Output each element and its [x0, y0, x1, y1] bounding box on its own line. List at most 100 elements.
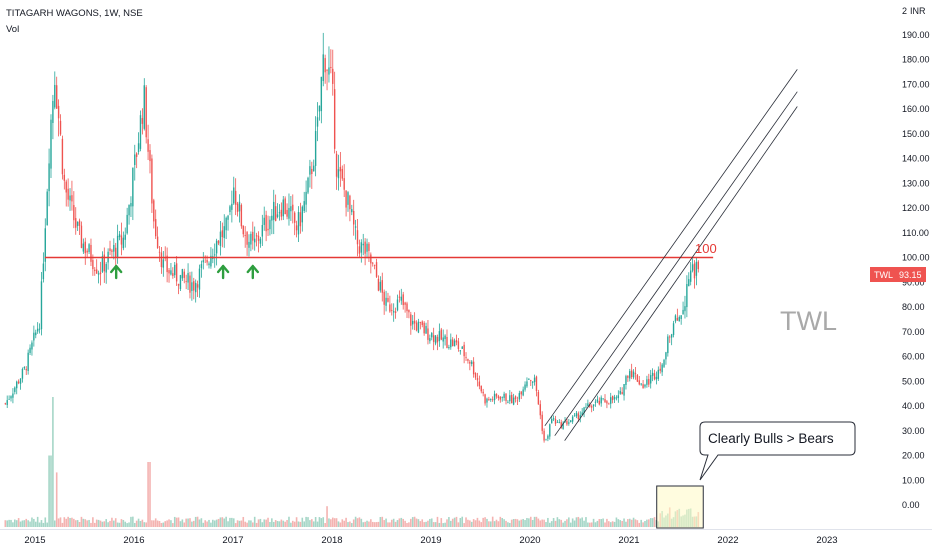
- candle-body: [659, 368, 661, 371]
- volume-bar: [183, 522, 186, 527]
- volume-bar: [307, 517, 309, 527]
- callout-box[interactable]: Clearly Bulls > Bears: [699, 421, 856, 481]
- candle-body: [307, 177, 309, 193]
- volume-bar: [455, 516, 458, 527]
- volume-bar: [231, 517, 233, 527]
- candle-body: [661, 364, 663, 373]
- volume-bar: [488, 521, 490, 527]
- channel-line[interactable]: [544, 69, 798, 427]
- candle-body: [625, 376, 627, 385]
- y-tick-label: 40.00: [902, 401, 925, 411]
- volume-bar: [432, 522, 435, 527]
- candle-body: [362, 243, 364, 246]
- candle-body: [347, 192, 349, 205]
- candle-body: [349, 195, 351, 210]
- volume-bar: [594, 522, 597, 527]
- candle-body: [46, 191, 48, 226]
- candle-body: [254, 238, 256, 243]
- candle-body: [175, 263, 178, 282]
- candle-body: [166, 255, 168, 273]
- candle-body: [497, 396, 500, 398]
- candle-body: [240, 205, 243, 227]
- candle-body: [516, 400, 519, 402]
- volume-bar: [114, 518, 117, 527]
- volume-bar: [368, 521, 370, 527]
- volume-bar: [528, 518, 530, 527]
- candle-body: [309, 166, 311, 175]
- volume-bar: [14, 519, 16, 527]
- candle-body: [488, 399, 490, 401]
- candle-body: [552, 418, 555, 420]
- volume-bar: [86, 520, 88, 527]
- y-tick-label: 30.00: [902, 426, 925, 436]
- candle-body: [398, 296, 401, 298]
- volume-bar: [95, 519, 98, 527]
- volume-bar: [109, 520, 111, 527]
- candle-body: [535, 376, 538, 392]
- candle-body: [99, 272, 102, 275]
- candle-body: [267, 228, 269, 231]
- candle-body: [377, 278, 380, 291]
- candle-body: [271, 215, 273, 221]
- candle-body: [695, 261, 698, 276]
- volume-bar: [189, 518, 191, 527]
- volume-bar: [173, 516, 176, 527]
- candle-body: [392, 311, 395, 313]
- candle-body: [364, 241, 366, 254]
- candle-body: [174, 264, 176, 276]
- volume-bar: [385, 518, 387, 527]
- volume-bar: [204, 520, 207, 527]
- candle-body: [84, 241, 86, 254]
- candle-body: [238, 201, 241, 212]
- volume-bar: [451, 518, 454, 527]
- volume-bar: [651, 518, 654, 527]
- channel-line[interactable]: [554, 91, 798, 436]
- volume-bar: [187, 518, 189, 527]
- symbol-title: TITAGARH WAGONS, 1W, NSE: [6, 8, 143, 19]
- volume-bar: [501, 518, 504, 527]
- volume-bar: [172, 523, 174, 527]
- candle-body: [448, 347, 450, 349]
- volume-bar: [162, 522, 165, 527]
- candle-body: [265, 214, 267, 232]
- candle-body: [434, 335, 437, 344]
- candle-body: [627, 375, 629, 378]
- candle-body: [126, 214, 128, 234]
- candle-body: [530, 380, 532, 382]
- volume-bar: [185, 518, 187, 527]
- volume-bar: [65, 518, 68, 527]
- x-axis[interactable]: 2015 2016 2017 2018 2019 2020 2021 2022 2023: [24, 535, 837, 546]
- volume-bar: [592, 518, 595, 527]
- candle-body: [669, 336, 671, 338]
- volume-bar: [236, 520, 239, 527]
- candle-body: [682, 309, 684, 315]
- volume-bar: [250, 520, 252, 527]
- volume-bar: [646, 519, 648, 527]
- volume-bar: [430, 518, 433, 527]
- y-tick-label: 20.00: [902, 451, 925, 461]
- volume-bar: [240, 520, 243, 527]
- volume-bar: [326, 506, 328, 527]
- candle-body: [651, 372, 654, 376]
- volume-bar: [143, 522, 146, 527]
- candle-body: [105, 263, 107, 273]
- volume-bar: [486, 518, 488, 527]
- volume-bar: [252, 522, 254, 527]
- candle-body: [225, 217, 227, 231]
- candle-body: [130, 203, 132, 207]
- y-axis[interactable]: 2 INR 0.00 10.00 20.00 30.00 40.00 50.00 60.00…: [902, 6, 930, 510]
- channel-line[interactable]: [564, 106, 798, 441]
- volume-highlight-box[interactable]: [656, 485, 704, 529]
- volume-bar: [36, 516, 39, 527]
- volume-bar: [113, 520, 115, 527]
- candle-body: [396, 299, 399, 311]
- candle-body: [665, 352, 667, 360]
- volume-bar: [366, 520, 368, 527]
- candle-body: [417, 321, 420, 333]
- volume-bar: [482, 517, 484, 527]
- candle-body: [94, 269, 96, 272]
- candle-body: [191, 282, 193, 291]
- candle-body: [290, 206, 292, 212]
- volume-bar: [280, 519, 283, 527]
